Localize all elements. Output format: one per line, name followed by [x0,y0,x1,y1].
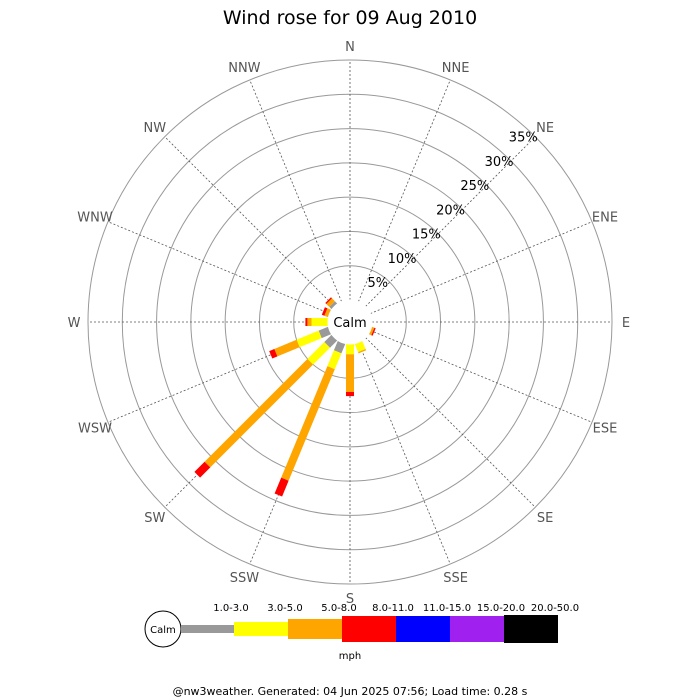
bar-segment-sw [194,461,211,478]
calm-label: Calm [333,316,366,331]
footer-text: @nw3weather. Generated: 04 Jun 2025 07:5… [173,685,528,698]
legend-swatch [504,615,558,643]
bar-segment-nw [326,298,335,307]
bar-segment-wsw [274,339,300,357]
bar-segment-wsw [269,349,278,359]
grid-ring [224,196,476,448]
bar-segment-sse [354,340,366,353]
direction-label: NNE [442,61,470,76]
bar-segment-nw [325,297,332,304]
bar-segment-sw [324,334,338,348]
calm-center: Calm [327,299,373,345]
bar-segment-wsw [318,326,332,339]
chart-title: Wind rose for 09 Aug 2010 [223,7,477,29]
bar-segment-ssw [333,340,346,354]
bar-segment-ssw [281,366,335,481]
legend-swatch [342,616,396,642]
direction-label: SW [144,511,165,526]
legend-unit: mph [339,651,361,662]
bar-segment-s [346,392,354,397]
direction-label: W [68,316,81,331]
spoke-sse [358,342,451,565]
radial-tick-label: 15% [412,228,441,243]
spoke-ese [370,330,593,423]
legend-bin-label: 5.0-8.0 [321,603,356,614]
direction-spokes [88,60,612,584]
direction-label: WNW [77,210,113,225]
direction-label: SE [537,511,553,526]
legend-bin-label: 15.0-20.0 [477,603,525,614]
direction-label: NNW [228,61,260,76]
grid-ring [87,59,613,585]
radial-tick-label: 35% [509,131,538,146]
radial-tick-labels: 5%10% 15% 20% 25% 30% 35% [367,131,537,291]
bar-segment-wnw [324,308,332,318]
direction-label: SSW [230,571,260,586]
radial-tick-label: 20% [436,203,465,218]
radial-tick-label: 10% [388,252,417,267]
bar-segment-wsw [296,330,322,348]
radial-tick-label: 5% [367,276,388,291]
spoke-nne [358,79,451,302]
legend-bin-label: 1.0-3.0 [213,603,248,614]
spoke-ene [370,221,593,314]
legend-swatch [234,622,288,636]
direction-label: E [622,316,630,331]
bar-segment-w [305,318,308,326]
direction-label: WSW [78,422,112,437]
direction-label: ESE [593,422,618,437]
direction-label: N [345,40,355,55]
direction-labels: N NNE NE ENE E ESE SE SSE S SSW SW WSW W WNW NW NNW [68,40,631,607]
bar-segment-ese [371,327,376,336]
direction-label: SSE [443,571,468,586]
spoke-ne [365,136,536,307]
legend-bin-label: 20.0-50.0 [531,603,579,614]
bar-segment-ese [368,326,375,336]
wind-bars [194,297,376,497]
direction-label: S [346,592,354,607]
speed-legend: Calm 1.0-3.0 3.0-5.0 5.0-8.0 8.0-11.0 11.0-15… [144,603,579,662]
grid-ring [156,128,544,516]
direction-label: NW [144,121,167,136]
bar-segment-w [307,318,312,326]
legend-swatch [181,625,234,633]
legend-swatch [396,616,450,642]
direction-label: ENE [592,210,618,225]
radial-tick-label: 30% [485,155,514,170]
bar-segment-s [346,354,354,392]
bar-segment-sw [307,342,330,365]
bar-segment-w [311,318,328,326]
bar-segment-sse [358,349,367,354]
legend-bin-label: 11.0-15.0 [423,603,471,614]
bar-segment-nw [329,301,338,310]
bar-segment-sw [204,359,313,468]
legend-swatch [450,616,504,642]
legend-bin-label: 3.0-5.0 [267,603,302,614]
spoke-se [365,337,536,508]
bar-segment-ssw [327,350,342,370]
bar-segment-s [346,344,354,355]
bar-segment-wnw [321,307,328,316]
legend-bin-label: 8.0-11.0 [372,603,414,614]
spoke-nnw [249,79,342,302]
spoke-nw [164,136,335,307]
legend-calm-label: Calm [150,625,176,636]
spoke-wnw [107,221,330,314]
radial-tick-label: 25% [460,179,489,194]
bar-segment-ssw [274,477,289,497]
legend-swatch [288,619,342,639]
direction-label: NE [536,121,554,136]
